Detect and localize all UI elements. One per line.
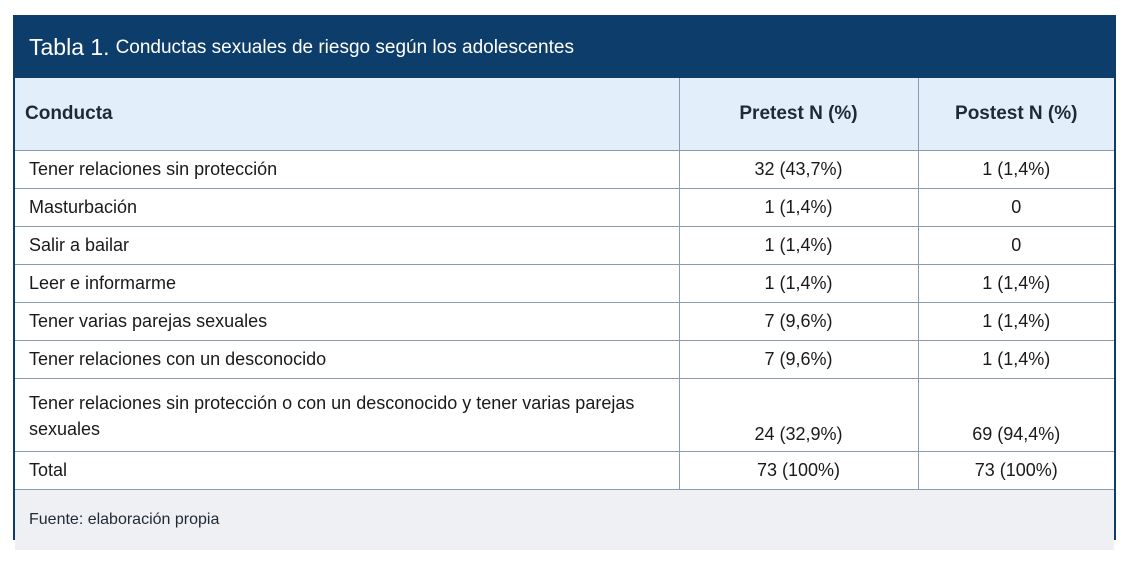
pretest-cell: 24 (32,9%) — [678, 378, 918, 452]
pretest-cell: 1 (1,4%) — [678, 226, 918, 265]
postest-cell: 0 — [917, 226, 1114, 265]
postest-cell: 69 (94,4%) — [917, 378, 1114, 452]
row-label: Tener varias parejas sexuales — [15, 302, 679, 341]
column-header-postest: Postest N (%) — [917, 78, 1114, 151]
row-label: Salir a bailar — [15, 226, 679, 265]
row-label: Leer e informarme — [15, 264, 679, 303]
table-title-bar: Tabla 1. Conductas sexuales de riesgo se… — [15, 17, 1114, 78]
postest-cell: 0 — [917, 188, 1114, 227]
table-row: Leer e informarme 1 (1,4%) 1 (1,4%) — [15, 264, 1114, 303]
table-container: Tabla 1. Conductas sexuales de riesgo se… — [13, 15, 1116, 550]
table-row: Tener relaciones con un desconocido 7 (9… — [15, 340, 1114, 379]
postest-cell: 1 (1,4%) — [917, 302, 1114, 341]
table-title: Conductas sexuales de riesgo según los a… — [115, 36, 574, 58]
postest-cell: 1 (1,4%) — [917, 264, 1114, 303]
data-table: Conducta Pretest N (%) Postest N (%) Ten… — [15, 78, 1114, 490]
header-row: Conducta Pretest N (%) Postest N (%) — [15, 78, 1114, 151]
postest-cell: 73 (100%) — [917, 451, 1114, 490]
column-header-pretest: Pretest N (%) — [678, 78, 918, 151]
row-label: Tener relaciones con un desconocido — [15, 340, 679, 379]
row-label: Tener relaciones sin protección — [15, 150, 679, 189]
pretest-cell: 1 (1,4%) — [678, 264, 918, 303]
pretest-cell: 73 (100%) — [678, 451, 918, 490]
pretest-cell: 32 (43,7%) — [678, 150, 918, 189]
total-row: Total 73 (100%) 73 (100%) — [15, 451, 1114, 490]
table-number: Tabla 1. — [29, 34, 110, 60]
table-row: Tener varias parejas sexuales 7 (9,6%) 1… — [15, 302, 1114, 341]
source-note: Fuente: elaboración propia — [29, 511, 220, 528]
row-label: Total — [15, 451, 679, 490]
table-row: Salir a bailar 1 (1,4%) 0 — [15, 226, 1114, 265]
table-row: Tener relaciones sin protección o con un… — [15, 378, 1114, 452]
row-label: Tener relaciones sin protección o con un… — [15, 378, 679, 452]
pretest-cell: 7 (9,6%) — [678, 340, 918, 379]
pretest-cell: 1 (1,4%) — [678, 188, 918, 227]
pretest-cell: 7 (9,6%) — [678, 302, 918, 341]
table-row: Masturbación 1 (1,4%) 0 — [15, 188, 1114, 227]
row-label: Masturbación — [15, 188, 679, 227]
postest-cell: 1 (1,4%) — [917, 340, 1114, 379]
table-source-footer: Fuente: elaboración propia — [15, 490, 1114, 550]
postest-cell: 1 (1,4%) — [917, 150, 1114, 189]
table-row: Tener relaciones sin protección 32 (43,7… — [15, 150, 1114, 189]
column-header-conducta: Conducta — [15, 78, 679, 151]
